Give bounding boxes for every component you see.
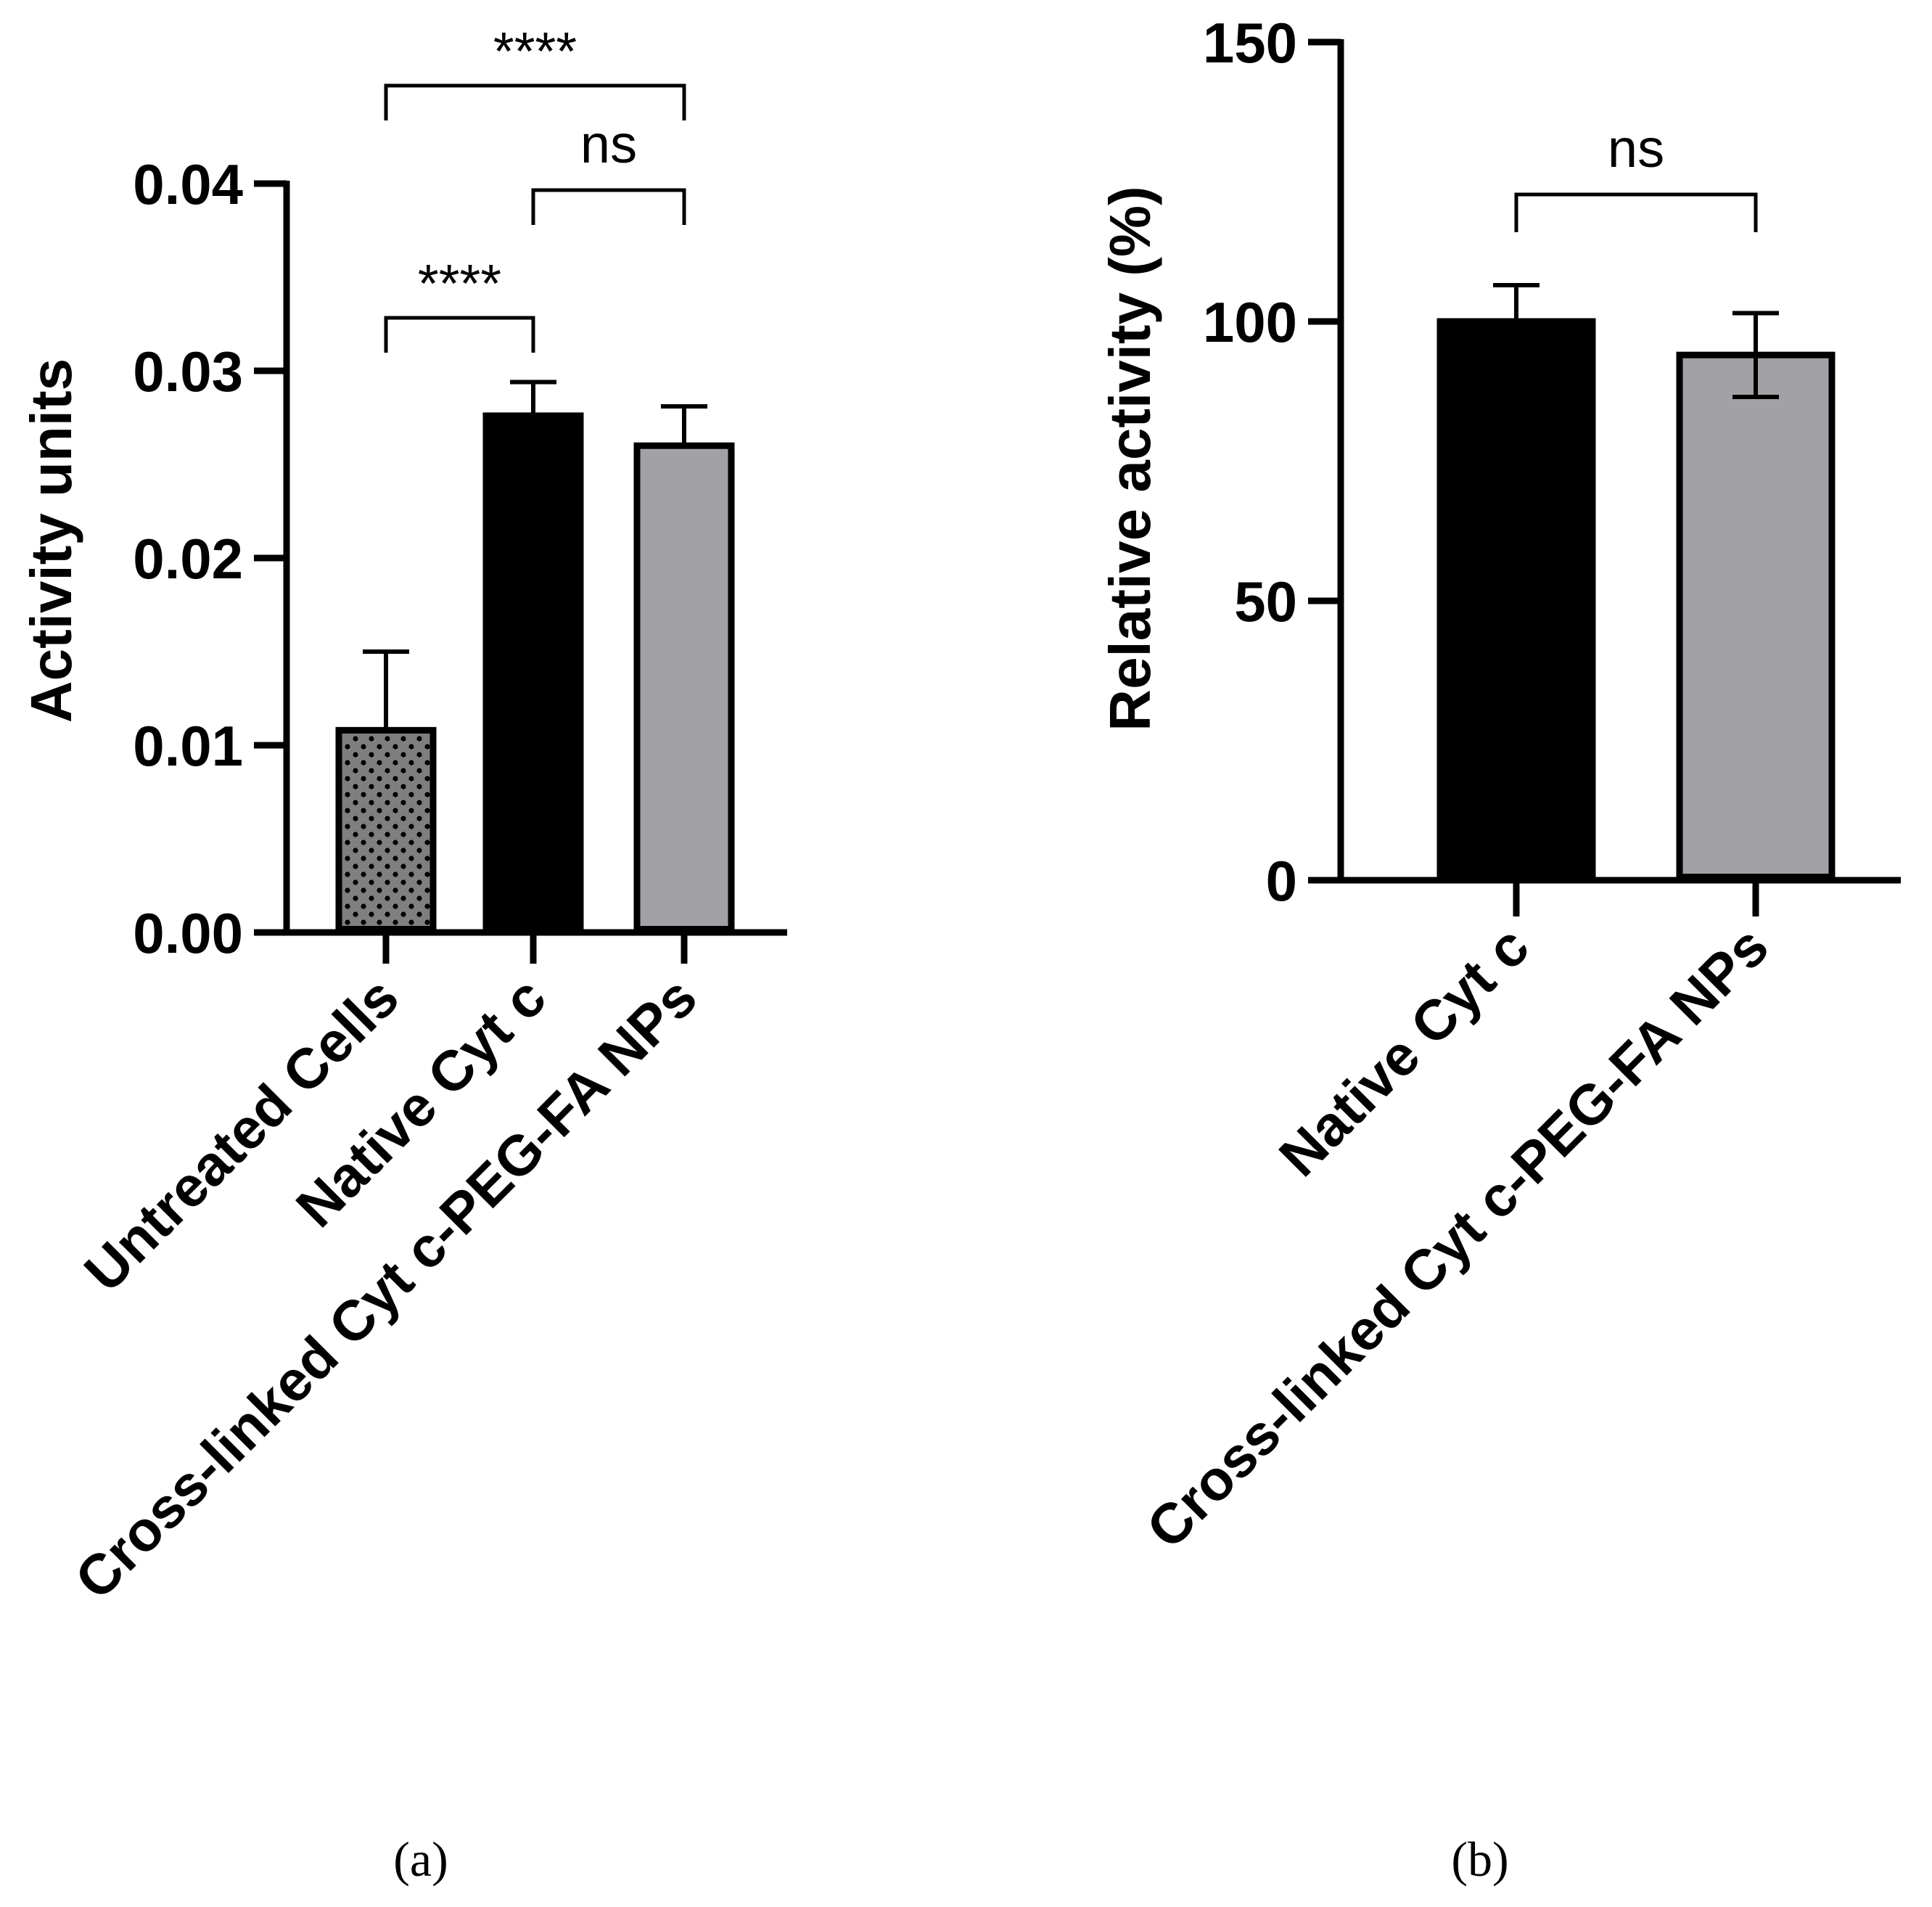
bar-2 bbox=[633, 442, 735, 932]
bar-1 bbox=[482, 412, 584, 932]
y-tick-label: 0.01 bbox=[133, 714, 243, 778]
y-tick-label: 50 bbox=[1234, 570, 1297, 633]
y-tick-label: 100 bbox=[1203, 290, 1297, 354]
y-tick-label: 0.02 bbox=[133, 527, 243, 591]
y-axis-title: Relative activity (%) bbox=[1098, 186, 1162, 731]
x-category-label: Cross-linked Cyt c-PEG-FA NPs bbox=[62, 965, 709, 1612]
significance-bracket bbox=[531, 188, 686, 225]
bar-1 bbox=[1676, 351, 1836, 880]
panel-label: (a) bbox=[393, 1832, 448, 1887]
y-tick-label: 0.00 bbox=[133, 901, 243, 965]
y-tick-label: 0.03 bbox=[133, 340, 243, 403]
bar-0 bbox=[1436, 318, 1596, 880]
y-axis-title: Activity units bbox=[19, 358, 83, 723]
y-tick-label: 150 bbox=[1203, 11, 1297, 75]
significance-label: ns bbox=[1608, 118, 1664, 179]
y-tick-label: 0.04 bbox=[133, 152, 243, 216]
x-category-label: Native Cyt c bbox=[1267, 914, 1541, 1189]
panel-label: (b) bbox=[1451, 1832, 1508, 1887]
significance-bracket bbox=[1514, 192, 1758, 232]
significance-label: **** bbox=[418, 253, 501, 313]
panel-b-chart: 0 50 100 150 Relative activity (%) Native Cyt… bbox=[1098, 11, 1901, 1887]
significance-bracket bbox=[384, 316, 535, 353]
significance-label: **** bbox=[493, 21, 577, 81]
significance-bracket bbox=[384, 83, 686, 120]
bar-0 bbox=[335, 726, 437, 932]
significance-label: ns bbox=[580, 114, 637, 174]
y-tick-label: 0 bbox=[1266, 849, 1297, 913]
